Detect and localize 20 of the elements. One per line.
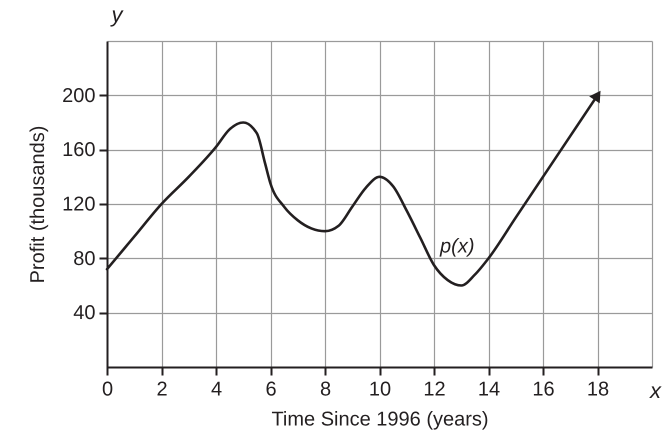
y-axis-title: Profit (thousands) xyxy=(27,126,50,284)
x-tick-label: 2 xyxy=(156,378,168,400)
x-tick-label: 10 xyxy=(368,378,392,400)
text: y xyxy=(110,2,124,27)
y-tick-label: 120 xyxy=(62,194,96,216)
x-tick-label: 12 xyxy=(423,378,446,400)
x-tick-label: 18 xyxy=(586,378,610,400)
x-tick-label: 14 xyxy=(478,378,500,400)
x-tick-label: 0 xyxy=(102,378,114,400)
x-axis-title: Time Since 1996 (years) xyxy=(271,408,489,430)
x-tick-label: 8 xyxy=(320,378,332,400)
x-tick-label: 4 xyxy=(210,378,222,400)
x-tick-label: 16 xyxy=(532,378,555,400)
series-label: p(x) xyxy=(439,235,474,258)
text: x xyxy=(649,378,662,403)
y-tick-label: 200 xyxy=(62,84,96,107)
y-tick-label: 160 xyxy=(62,139,96,162)
y-tick-label: 40 xyxy=(73,302,96,324)
y-tick-label: 80 xyxy=(73,248,96,270)
x-tick-label: 6 xyxy=(265,378,277,400)
